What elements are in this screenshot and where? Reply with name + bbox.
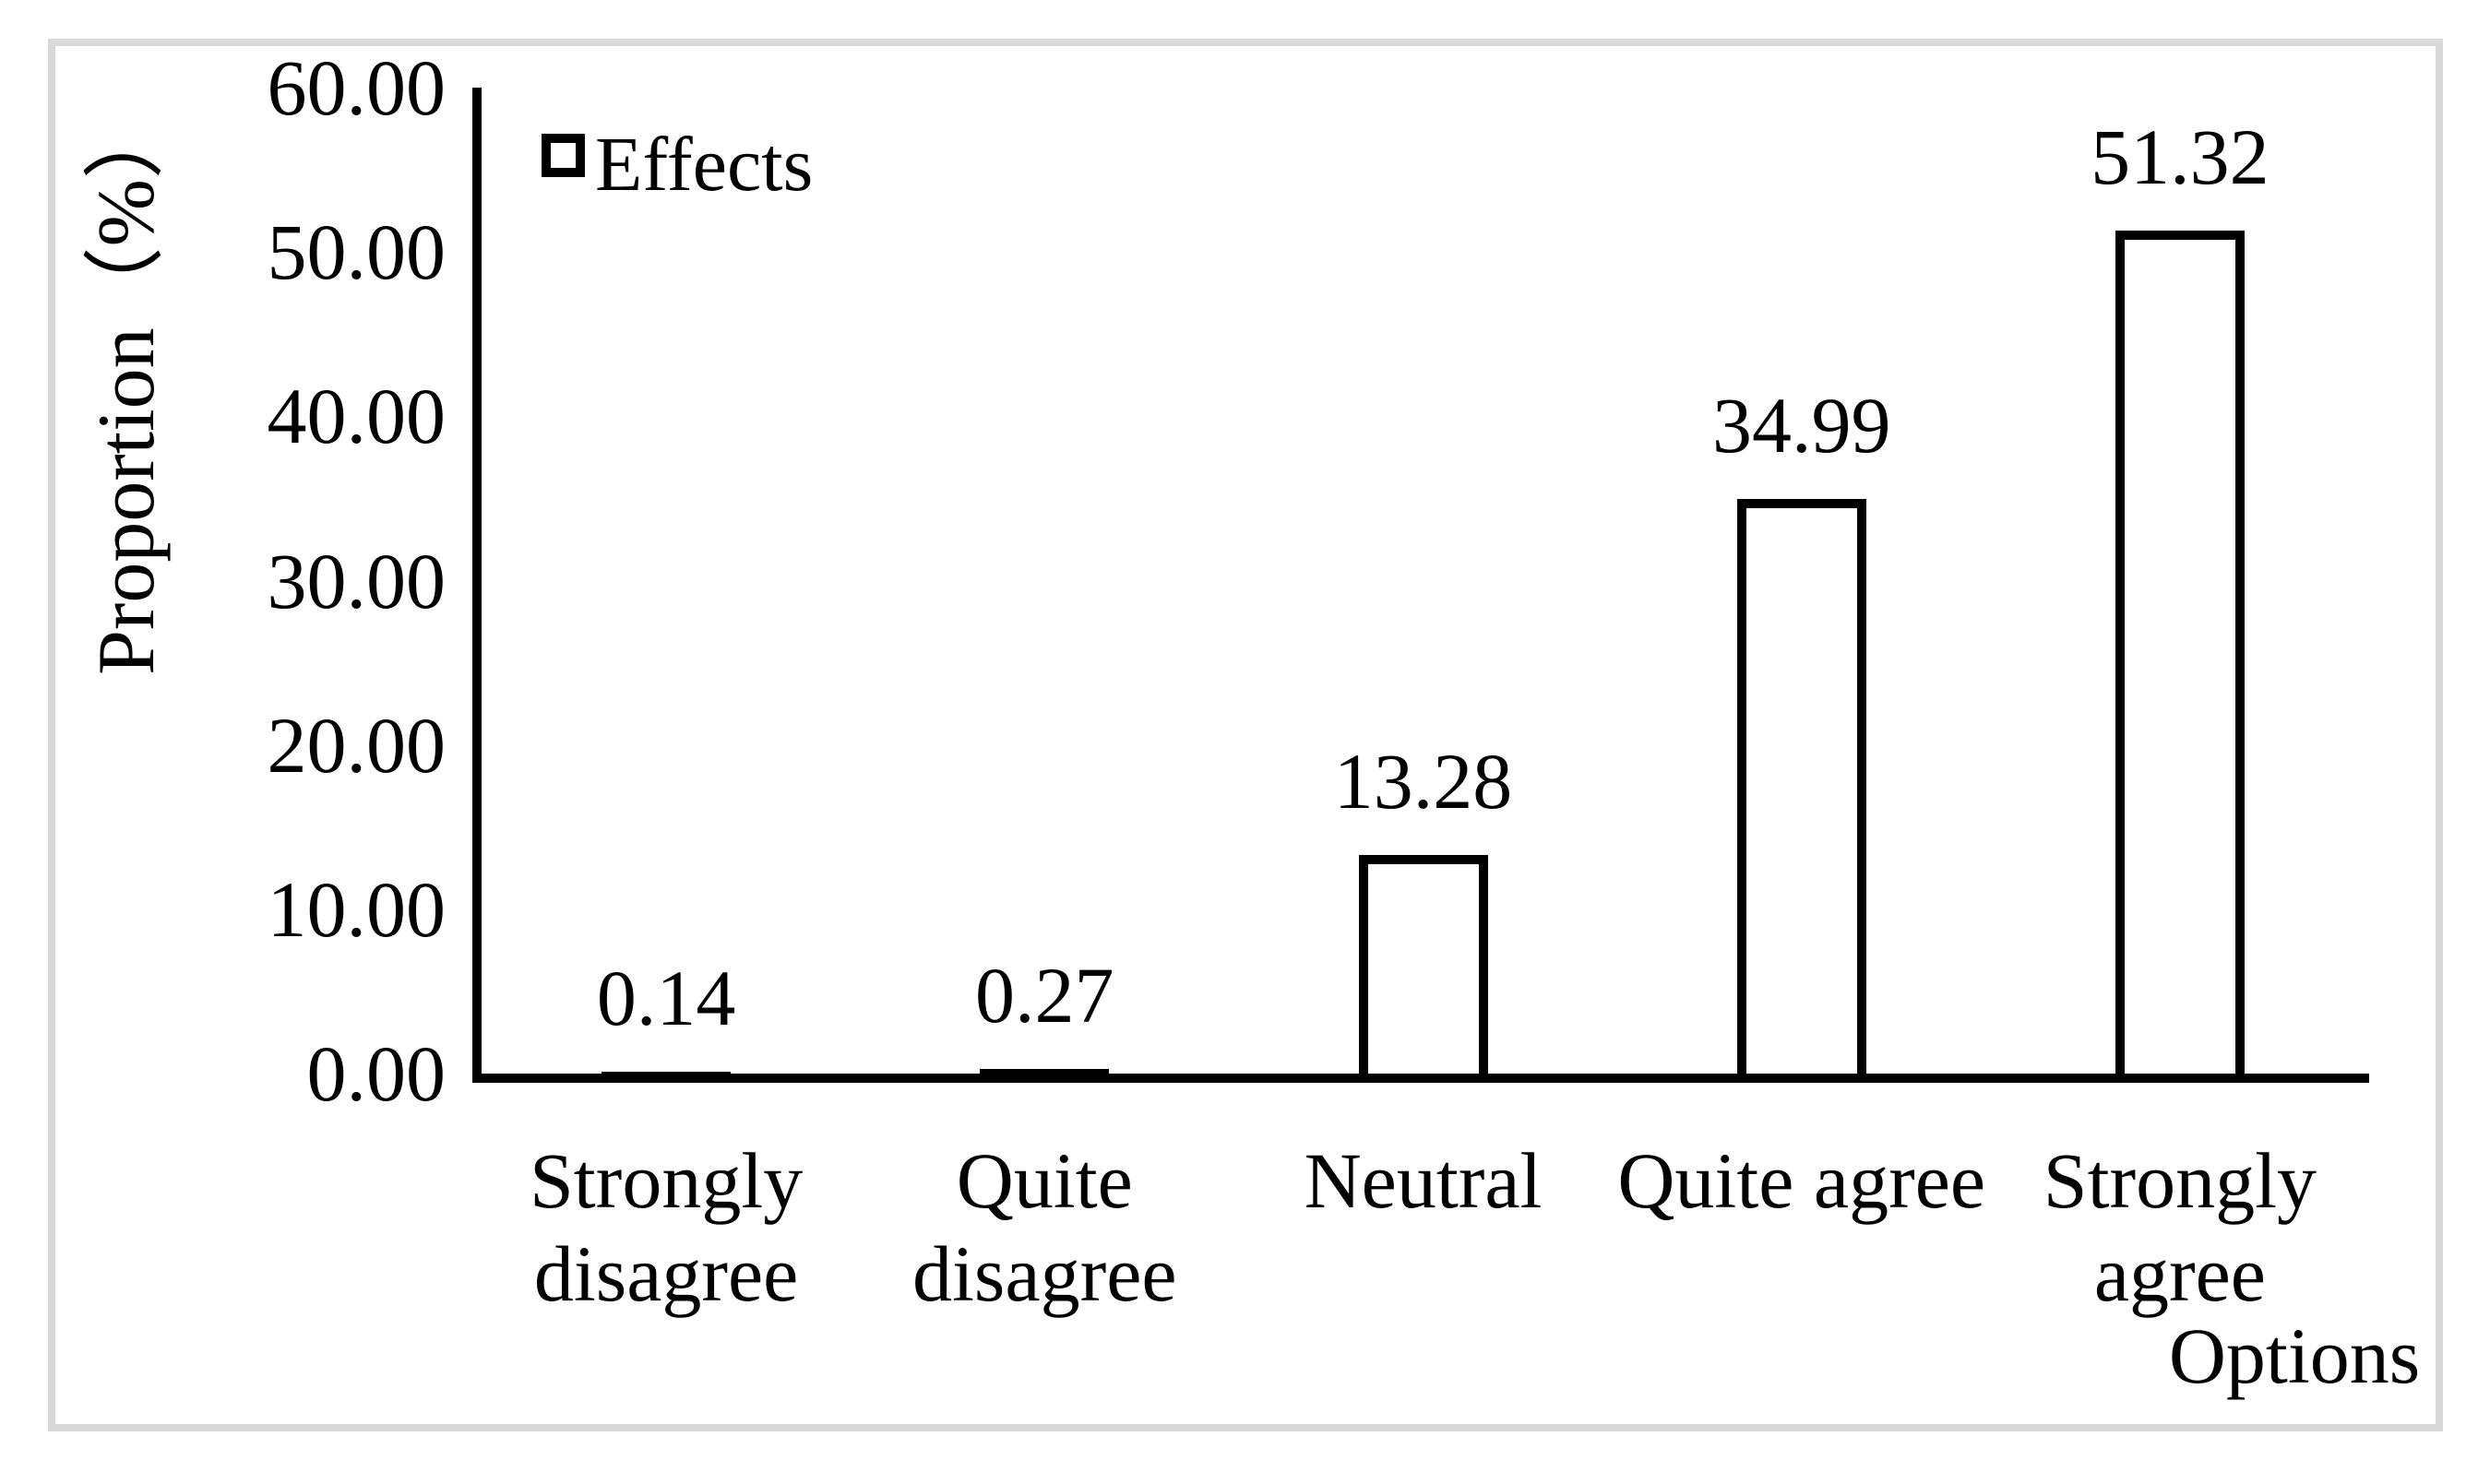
y-tick-label: 50.00 [267,208,447,297]
bar [980,1069,1110,1083]
y-tick-label: 40.00 [267,372,447,461]
y-tick-label: 20.00 [267,700,447,789]
legend-label: Effects [595,122,814,208]
bar [1358,855,1488,1083]
bar-value-label: 0.27 [975,951,1114,1040]
y-tick-label: 60.00 [267,43,447,132]
y-axis-title: Proportion（%） [82,98,172,675]
y-tick-label: 10.00 [267,864,447,954]
category-label: Neutral [1304,1136,1543,1225]
bar-value-label: 34.99 [1711,380,1891,469]
y-axis-line [472,88,482,1083]
bar [602,1071,732,1083]
y-tick-label: 0.00 [306,1029,447,1118]
bar-value-label: 0.14 [596,953,736,1042]
x-axis-title: Options [2168,1312,2421,1400]
chart-frame-border [48,39,2443,1431]
category-label: Quite agree [1617,1136,1986,1225]
category-label: Quite disagree [912,1136,1177,1318]
y-tick-label: 30.00 [267,536,447,625]
bar-value-label: 51.32 [2091,112,2270,201]
category-label: Strongly disagree [529,1136,804,1318]
bar-value-label: 13.28 [1333,737,1513,826]
legend-marker-hollow-square-icon [542,134,585,177]
bar [2115,230,2245,1083]
bar [1736,498,1866,1083]
category-label: Strongly agree [2043,1136,2317,1318]
